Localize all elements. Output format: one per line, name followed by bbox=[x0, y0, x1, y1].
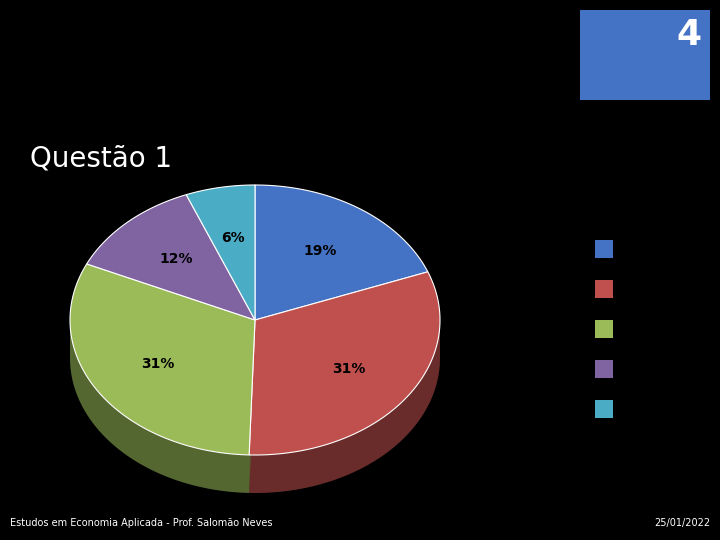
Text: 12%: 12% bbox=[159, 252, 192, 266]
Ellipse shape bbox=[70, 223, 440, 493]
Polygon shape bbox=[186, 185, 255, 320]
Text: 31%: 31% bbox=[332, 362, 365, 375]
Polygon shape bbox=[70, 320, 249, 493]
Polygon shape bbox=[249, 320, 255, 493]
Text: 4: 4 bbox=[677, 18, 702, 52]
Bar bbox=[595, 240, 613, 258]
Polygon shape bbox=[249, 322, 440, 493]
Polygon shape bbox=[249, 272, 440, 455]
Polygon shape bbox=[70, 264, 255, 455]
Polygon shape bbox=[86, 195, 255, 320]
Bar bbox=[595, 360, 613, 378]
Text: Questão 1: Questão 1 bbox=[30, 145, 172, 173]
Bar bbox=[595, 320, 613, 338]
Bar bbox=[595, 280, 613, 298]
Polygon shape bbox=[249, 320, 255, 493]
Text: 31%: 31% bbox=[141, 357, 174, 371]
Polygon shape bbox=[255, 185, 428, 320]
Bar bbox=[580, 10, 710, 100]
Bar bbox=[595, 400, 613, 418]
Text: 19%: 19% bbox=[303, 244, 337, 258]
Text: 6%: 6% bbox=[222, 231, 245, 245]
Text: Estudos em Economia Aplicada - Prof. Salomão Neves: Estudos em Economia Aplicada - Prof. Sal… bbox=[10, 518, 272, 528]
Text: 25/01/2022: 25/01/2022 bbox=[654, 518, 710, 528]
